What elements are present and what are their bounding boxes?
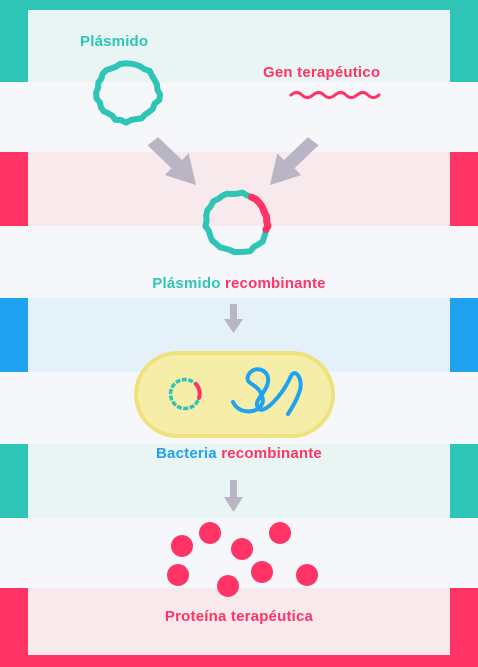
bottom-border [0, 655, 478, 667]
recombinant-bacteria-label-part2: recombinante [221, 445, 322, 462]
recombinant-plasmid-label-part2: recombinante [224, 275, 326, 292]
band-2 [0, 82, 478, 152]
arrow-right-icon [270, 137, 319, 185]
gene-label: Gen terapéutico [263, 64, 381, 81]
band-7 [0, 444, 478, 518]
protein-dot [167, 564, 189, 586]
protein-dot [171, 535, 193, 557]
arrow-down-1-icon [224, 304, 243, 333]
protein-label: Proteína terapéutica [164, 608, 314, 625]
protein-dot [269, 522, 291, 544]
inserted-gene-segment [247, 193, 272, 233]
arrow-left-icon [147, 137, 196, 185]
protein-dot [251, 561, 273, 583]
bacteria-cell [134, 351, 335, 438]
arrow-down-2-icon [224, 480, 243, 512]
band-1 [0, 10, 478, 82]
protein-dot [199, 522, 221, 544]
band-5 [0, 298, 478, 372]
protein-dot [231, 538, 253, 560]
plasmid-label: Plásmido [80, 33, 149, 50]
recombinant-bacteria-label-part1: Bacteria [156, 445, 217, 462]
gene-wave-icon [289, 91, 381, 99]
recombinant-plasmid-label-part1: Plásmido [152, 275, 221, 292]
band-4 [0, 226, 478, 298]
band-9 [0, 588, 478, 655]
protein-dot [217, 575, 239, 597]
bacteria-plasmid-insert [194, 382, 202, 400]
band-3 [0, 152, 478, 226]
recombinant-plasmid-label: Plásmido recombinante [0, 275, 478, 292]
protein-dots [167, 522, 318, 597]
bacterial-dna-icon [231, 367, 303, 416]
protein-dot [296, 564, 318, 586]
recombinant-bacteria-label: Bacteria recombinante [0, 445, 478, 462]
top-border [0, 0, 478, 10]
plasmid-ring-icon [93, 60, 163, 126]
